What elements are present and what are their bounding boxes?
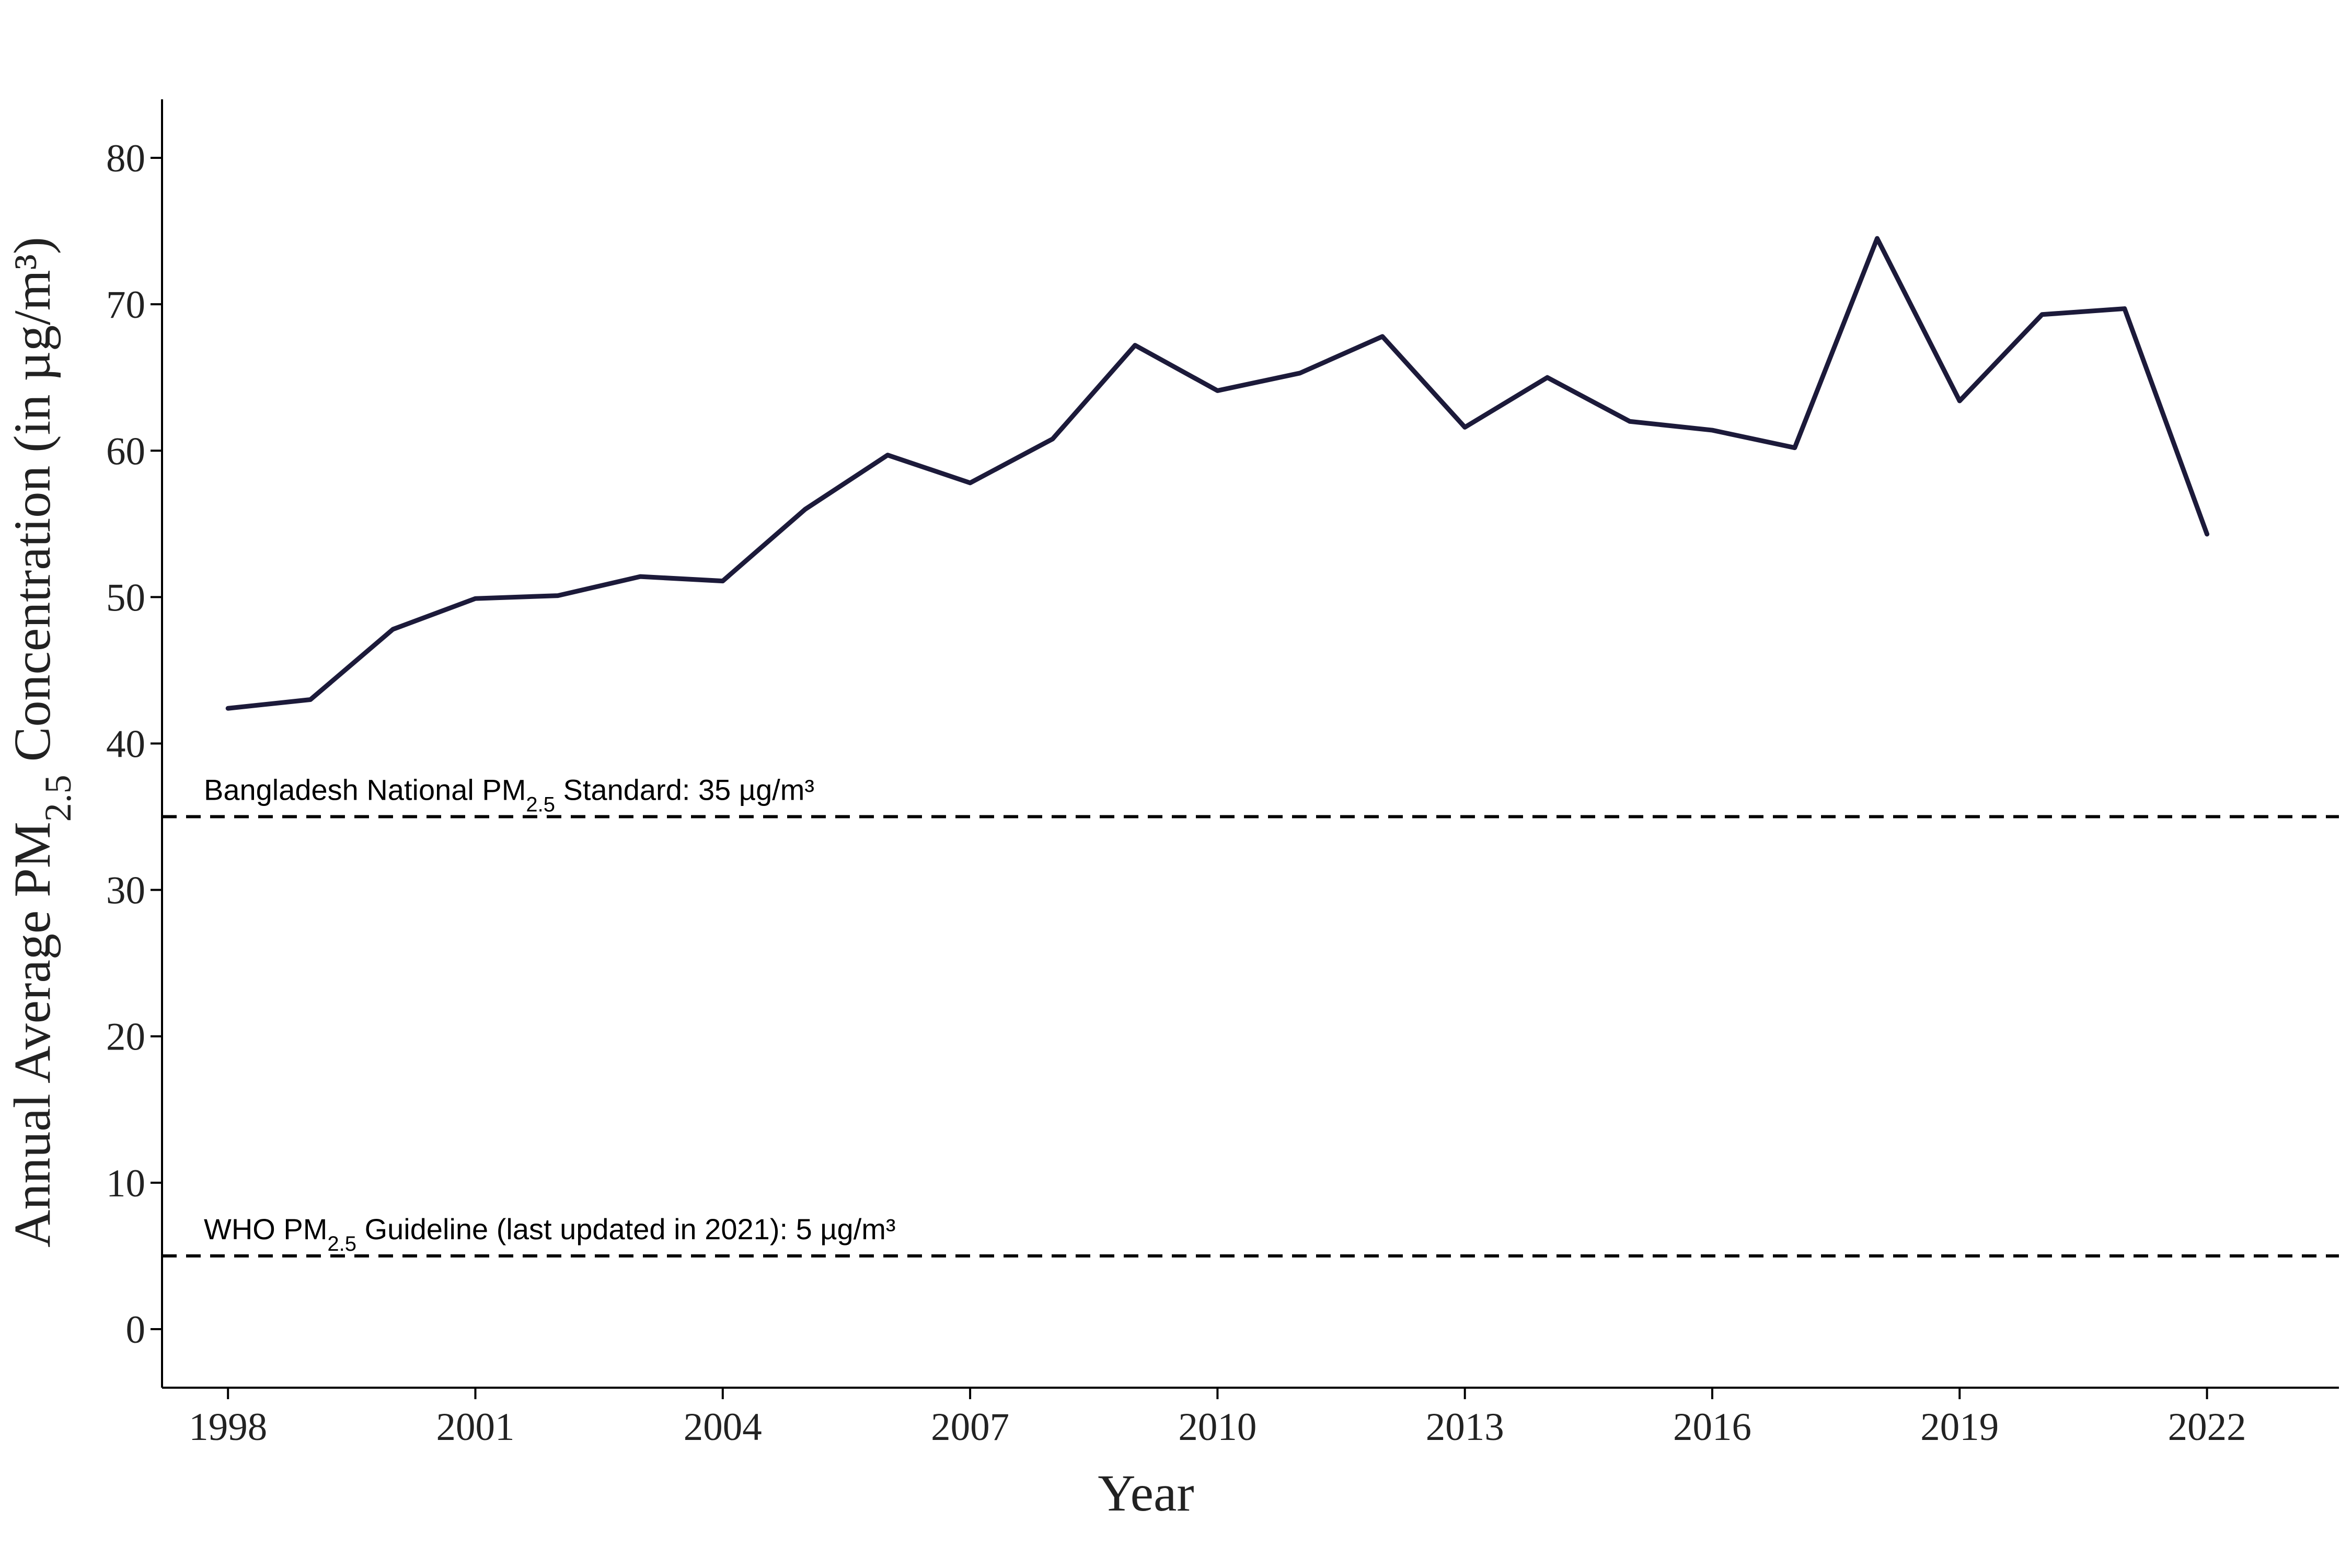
y-tick-label: 30 bbox=[106, 869, 145, 913]
x-tick-label: 2022 bbox=[2168, 1405, 2246, 1449]
y-tick-label: 80 bbox=[106, 137, 145, 180]
x-tick-label: 2004 bbox=[684, 1405, 762, 1449]
y-tick-label: 10 bbox=[106, 1162, 145, 1205]
x-axis-title: Year bbox=[1098, 1464, 1194, 1522]
x-tick-label: 2010 bbox=[1178, 1405, 1256, 1449]
series-lines bbox=[225, 236, 2210, 711]
series-line-0 bbox=[225, 236, 2210, 711]
y-tick-label: 70 bbox=[106, 283, 145, 327]
y-tick-label: 20 bbox=[106, 1016, 145, 1059]
x-tick-label: 2016 bbox=[1673, 1405, 1751, 1449]
x-tick-label: 2013 bbox=[1426, 1405, 1504, 1449]
y-axis-ticks: 0 10 20 30 40 50 60 70 80 bbox=[106, 137, 162, 1352]
x-tick-label: 2007 bbox=[931, 1405, 1009, 1449]
x-axis-ticks: 1998 2001 2004 2007 2010 2013 2016 2019 2022 bbox=[189, 1388, 2246, 1449]
y-tick-label: 50 bbox=[106, 576, 145, 619]
reference-line-label-1: WHO PM2.5 Guideline (last updated in 202… bbox=[204, 1213, 896, 1255]
y-axis-title: Annual Average PM2.5 Concentration (in µ… bbox=[3, 237, 79, 1248]
x-tick-label: 2001 bbox=[436, 1405, 515, 1449]
x-tick-label: 2019 bbox=[1920, 1405, 1999, 1449]
y-tick-label: 0 bbox=[126, 1308, 146, 1352]
y-tick-label: 40 bbox=[106, 723, 145, 766]
reference-line-label-0: Bangladesh National PM2.5 Standard: 35 µ… bbox=[204, 774, 814, 816]
x-tick-label: 1998 bbox=[189, 1405, 267, 1449]
axes bbox=[161, 99, 2339, 1389]
y-tick-label: 60 bbox=[106, 430, 145, 473]
reference-lines: Bangladesh National PM2.5 Standard: 35 µ… bbox=[162, 774, 2339, 1258]
